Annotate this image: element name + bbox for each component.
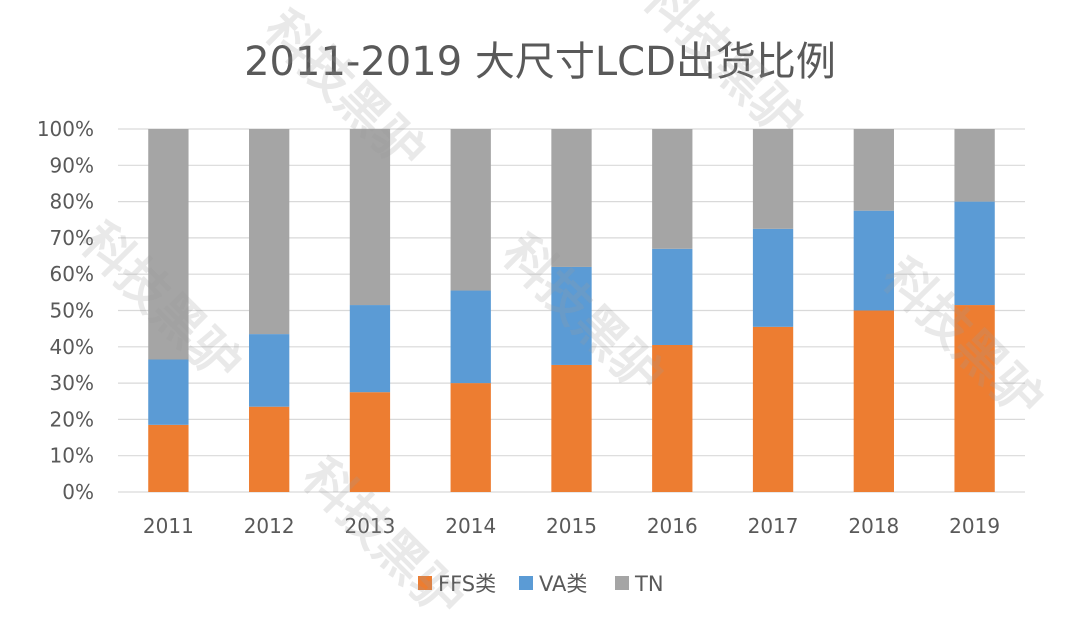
legend-label: TN: [634, 572, 664, 596]
bar-segment: [752, 326, 794, 492]
y-tick-label: 30%: [50, 371, 94, 395]
bar-segment: [249, 129, 290, 335]
y-tick-label: 40%: [50, 335, 94, 359]
y-tick-label: 90%: [50, 153, 94, 177]
bar-segment: [148, 359, 189, 425]
bar-segment: [450, 129, 491, 291]
bar-segment: [349, 129, 391, 306]
bar-segment: [652, 248, 693, 345]
bar-segment: [249, 406, 290, 492]
y-axis-ticks: 0% 10% 20% 30% 40% 50% 60% 70% 80% 90% 100%: [37, 117, 94, 504]
legend-swatch: [615, 576, 629, 590]
bar-segment: [249, 334, 290, 407]
x-tick-label: 2012: [244, 514, 295, 538]
y-tick-label: 0%: [62, 480, 94, 504]
x-tick-label: 2011: [143, 514, 194, 538]
bar-segment: [853, 210, 894, 311]
y-tick-label: 50%: [50, 299, 94, 323]
bar-segment: [954, 129, 995, 202]
bar-segment: [652, 344, 693, 492]
bar-segment: [551, 266, 592, 365]
bar-segment: [853, 310, 894, 492]
bar-segment: [148, 424, 189, 492]
bars: [148, 129, 995, 492]
bar-segment: [954, 305, 995, 492]
bar-segment: [752, 228, 794, 327]
x-tick-label: 2017: [748, 514, 799, 538]
bar-segment: [551, 364, 592, 492]
legend-swatch: [418, 576, 432, 590]
bar-segment: [349, 305, 391, 393]
bar-segment: [853, 129, 894, 211]
chart-title: 2011-2019 大尺寸LCD出货比例: [244, 39, 836, 85]
bar-segment: [954, 201, 995, 306]
x-axis-ticks: 2011 2012 2013 2014 2015 2016 2017 2018 2019: [143, 514, 1000, 538]
x-tick-label: 2014: [445, 514, 496, 538]
bar-segment: [551, 129, 592, 267]
y-tick-label: 100%: [37, 117, 94, 141]
y-tick-label: 20%: [50, 407, 94, 431]
bar-segment: [652, 129, 693, 249]
bar-segment: [450, 383, 491, 492]
y-tick-label: 60%: [50, 262, 94, 286]
y-tick-label: 80%: [50, 190, 94, 214]
x-tick-label: 2016: [647, 514, 698, 538]
bar-segment: [148, 129, 189, 360]
x-tick-label: 2015: [546, 514, 597, 538]
x-tick-label: 2019: [949, 514, 1000, 538]
legend-label: VA类: [539, 572, 587, 596]
y-tick-label: 70%: [50, 226, 94, 250]
legend-swatch: [519, 576, 533, 590]
legend: FFS类 VA类 TN: [418, 572, 664, 596]
y-tick-label: 10%: [50, 444, 94, 468]
bar-segment: [752, 129, 794, 229]
legend-label: FFS类: [438, 572, 496, 596]
x-tick-label: 2018: [848, 514, 899, 538]
x-tick-label: 2013: [344, 514, 395, 538]
bar-segment: [450, 290, 491, 384]
bar-segment: [349, 392, 391, 492]
